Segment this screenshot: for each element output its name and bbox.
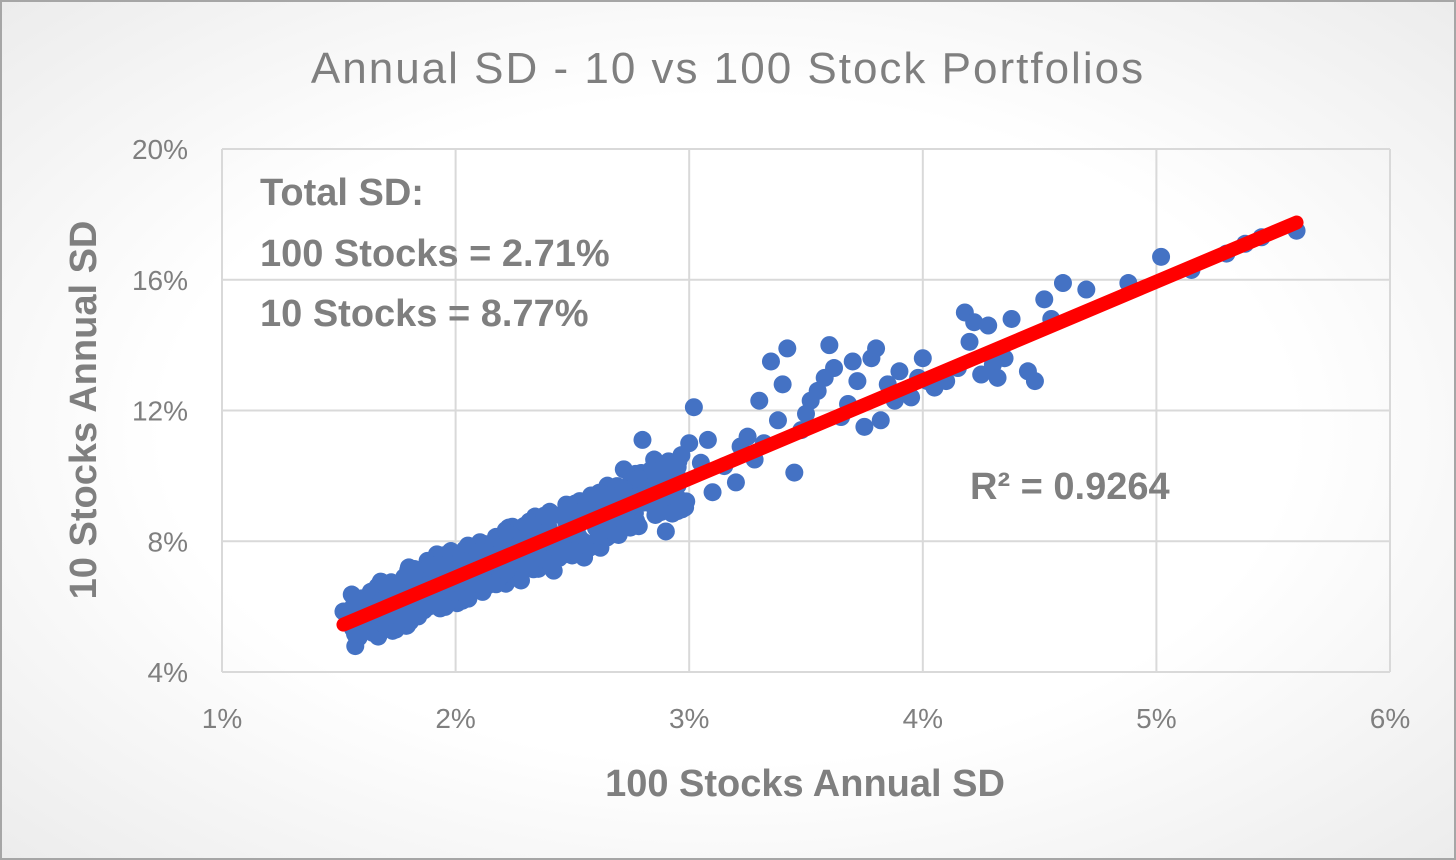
data-point: [497, 523, 516, 542]
data-point: [867, 339, 886, 358]
data-point: [676, 498, 695, 517]
data-point: [633, 430, 652, 449]
y-tick-label: 12%: [132, 396, 188, 427]
data-point: [535, 506, 554, 525]
data-point: [1152, 247, 1171, 266]
data-point: [871, 411, 890, 430]
data-point: [726, 473, 745, 492]
total-sd-10-stocks: 10 Stocks = 8.77%: [260, 293, 589, 335]
data-point: [564, 542, 583, 561]
data-point: [1002, 309, 1021, 328]
data-point: [664, 455, 683, 474]
x-tick-label: 5%: [1136, 703, 1176, 734]
trendline-layer: [336, 215, 1304, 632]
data-point: [590, 483, 609, 502]
data-point: [470, 542, 489, 561]
data-point: [350, 624, 369, 643]
y-axis-title: 10 Stocks Annual SD: [63, 221, 105, 600]
data-point: [785, 463, 804, 482]
data-point: [614, 482, 633, 501]
data-point: [1053, 274, 1072, 293]
data-point: [496, 562, 515, 581]
data-point: [979, 316, 998, 335]
x-tick-label: 2%: [435, 703, 475, 734]
data-point: [684, 398, 703, 417]
data-point: [487, 575, 506, 594]
data-point: [750, 391, 769, 410]
data-point: [1077, 280, 1096, 299]
x-tick-label: 6%: [1370, 703, 1410, 734]
linear-trendline: [336, 215, 1304, 632]
data-point: [703, 483, 722, 502]
data-point: [515, 516, 534, 535]
data-point: [421, 556, 440, 575]
x-tick-label: 1%: [202, 703, 242, 734]
data-point: [651, 503, 670, 522]
data-point: [820, 336, 839, 355]
data-point: [890, 362, 909, 381]
r-squared-label: R² = 0.9264: [970, 466, 1170, 508]
y-tick-label: 8%: [148, 526, 188, 557]
x-tick-label: 4%: [903, 703, 943, 734]
data-point: [988, 368, 1007, 387]
data-point: [778, 339, 797, 358]
x-tick-label: 3%: [669, 703, 709, 734]
data-point: [383, 621, 402, 640]
y-tick-label: 20%: [132, 134, 188, 165]
data-point: [738, 427, 757, 446]
data-point: [1035, 290, 1054, 309]
data-point: [589, 526, 608, 545]
data-point: [843, 352, 862, 371]
tick-labels: 4% 8% 12% 16% 20% 1% 2% 3% 4% 5% 6%: [132, 134, 1410, 734]
data-point: [629, 469, 648, 488]
total-sd-100-stocks: 100 Stocks = 2.71%: [260, 233, 610, 275]
data-point: [761, 352, 780, 371]
y-tick-label: 16%: [132, 265, 188, 296]
x-axis-title: 100 Stocks Annual SD: [605, 763, 1005, 805]
data-point: [960, 332, 979, 351]
data-point: [855, 417, 874, 436]
data-point: [848, 372, 867, 391]
data-point: [533, 549, 552, 568]
chart-title: Annual SD - 10 vs 100 Stock Portfolios: [311, 44, 1145, 93]
data-point: [1025, 372, 1044, 391]
y-tick-label: 4%: [148, 657, 188, 688]
data-point: [698, 430, 717, 449]
data-point: [656, 522, 675, 541]
data-point: [773, 375, 792, 394]
data-point: [913, 349, 932, 368]
data-point: [825, 359, 844, 378]
data-point: [516, 556, 535, 575]
data-point: [551, 543, 570, 562]
data-point: [459, 589, 478, 608]
data-point: [609, 525, 628, 544]
total-sd-heading: Total SD:: [260, 172, 424, 214]
data-point: [559, 496, 578, 515]
data-point: [405, 559, 424, 578]
data-point: [768, 411, 787, 430]
data-point: [965, 313, 984, 332]
